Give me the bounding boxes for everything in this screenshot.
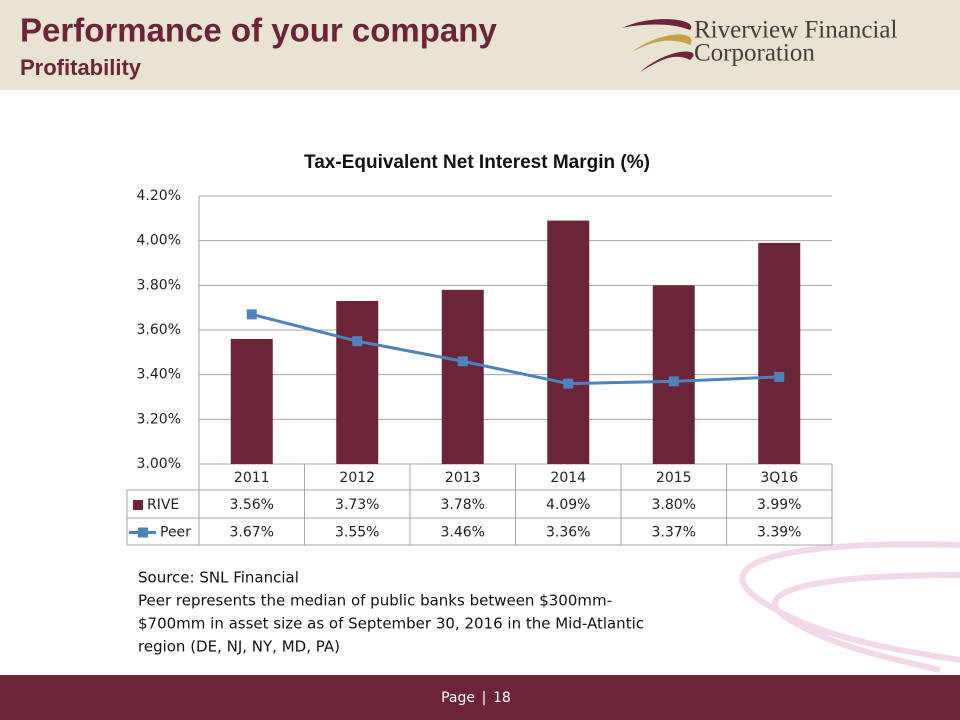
y-tick-label: 4.20% (137, 188, 181, 204)
y-tick-label: 3.80% (137, 277, 181, 293)
decor-swirls (739, 541, 960, 673)
y-tick-label: 3.40% (137, 367, 181, 383)
data-label: 3.99% (757, 497, 801, 513)
page-number: 18 (493, 690, 511, 706)
data-label: 3.36% (546, 525, 590, 541)
legend-label: Peer (160, 525, 191, 541)
logo-swoosh (632, 34, 692, 52)
note-line: region (DE, NJ, NY, MD, PA) (138, 638, 340, 656)
header-band (0, 0, 960, 90)
logo-text: Corporation (694, 40, 815, 67)
legend-swatch (133, 500, 143, 510)
slide-title: Performance of your company (20, 12, 497, 49)
y-tick-label: 3.00% (137, 456, 181, 472)
bar (652, 285, 695, 464)
x-tick-label: 2014 (550, 470, 586, 486)
y-tick-label: 4.00% (137, 233, 181, 249)
legend-swatch (138, 527, 148, 538)
logo: Riverview Financial Corporation (622, 17, 897, 72)
swirl (772, 572, 960, 673)
line-marker (457, 356, 468, 367)
bar (230, 338, 273, 464)
page-label: Page (441, 690, 475, 706)
y-tick-label: 3.60% (137, 322, 181, 338)
line-marker (668, 376, 679, 387)
notes: Source: SNL Financial Peer represents the… (138, 569, 644, 656)
x-tick-label: 2013 (445, 470, 481, 486)
data-label: 3.80% (652, 497, 696, 513)
data-label: 4.09% (546, 497, 590, 513)
line-marker (352, 336, 363, 347)
legend-label: RIVE (147, 497, 179, 513)
x-tick-label: 2012 (339, 470, 375, 486)
data-label: 3.39% (757, 525, 801, 541)
data-label: 3.37% (652, 525, 696, 541)
x-tick-label: 2011 (234, 470, 270, 486)
line-marker (774, 371, 785, 382)
bar (758, 242, 801, 464)
data-label: 3.55% (335, 525, 379, 541)
footer-band (0, 675, 960, 720)
chart-title: Tax-Equivalent Net Interest Margin (%) (304, 152, 650, 173)
page-separator: | (482, 690, 487, 706)
bar (441, 289, 484, 464)
line-marker (246, 309, 257, 320)
note-line: $700mm in asset size as of September 30,… (138, 615, 644, 633)
swirl (739, 541, 960, 663)
data-label: 3.46% (441, 525, 485, 541)
line-marker (563, 378, 574, 389)
x-tick-label: 3Q16 (760, 470, 798, 486)
note-line: Peer represents the median of public ban… (138, 592, 612, 610)
data-label: 3.73% (335, 497, 379, 513)
logo-text: Riverview Financial (694, 17, 897, 44)
data-label: 3.56% (230, 497, 274, 513)
bar (336, 300, 379, 464)
logo-swoosh (622, 19, 692, 30)
data-label: 3.78% (441, 497, 485, 513)
chart: 3.00% 3.20% 3.40% 3.60% 3.80% 4.00% 4.20% 2011 2… (126, 188, 833, 546)
logo-swoosh (640, 51, 694, 72)
note-line: Source: SNL Financial (138, 569, 299, 587)
y-tick-label: 3.20% (137, 411, 181, 427)
slide-subtitle: Profitability (20, 55, 142, 80)
bar (547, 220, 590, 464)
x-tick-label: 2015 (656, 470, 692, 486)
line (251, 312, 780, 386)
data-label: 3.67% (230, 525, 274, 541)
